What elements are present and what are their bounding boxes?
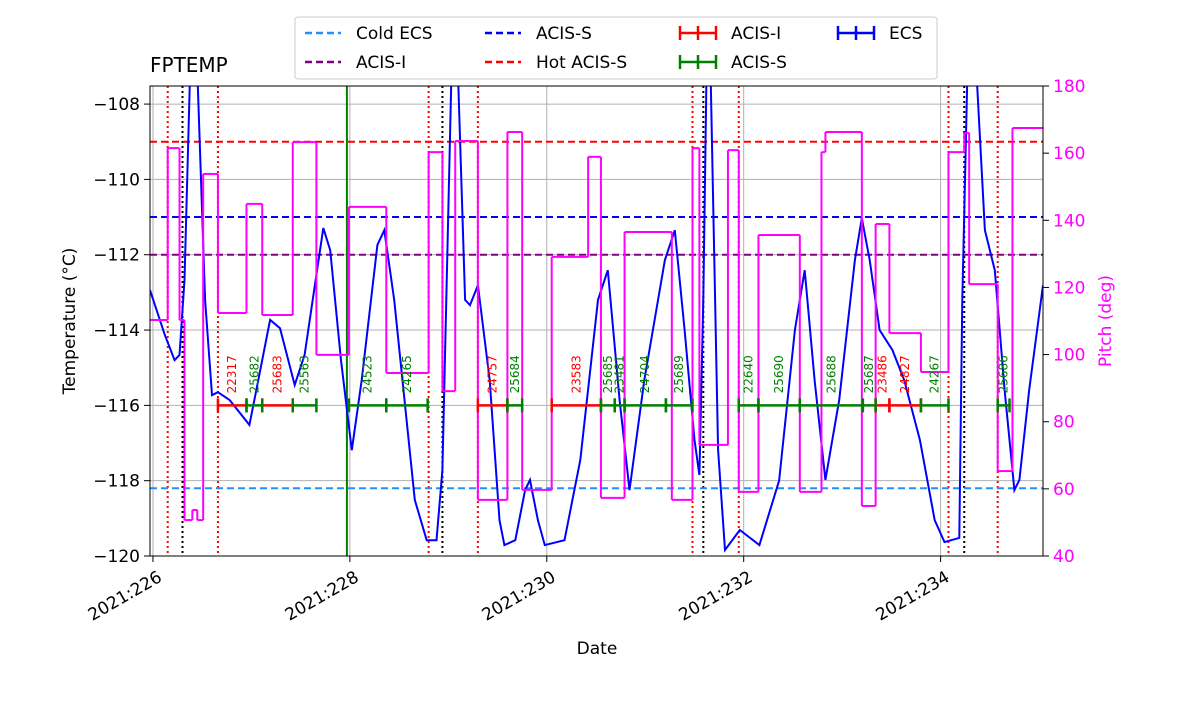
y-tick-label: −112	[93, 246, 140, 266]
y2-tick-label: 120	[1053, 278, 1085, 298]
y-tick-label: −110	[93, 170, 140, 190]
chart-title: FPTEMP	[150, 53, 228, 77]
obsid-label: 24827	[898, 355, 912, 393]
legend-box	[294, 16, 938, 80]
plot-area	[150, 86, 1043, 556]
obsid-label: 24757	[486, 355, 500, 393]
ecs-line	[150, 86, 1043, 553]
y2-tick-label: 160	[1053, 144, 1085, 164]
x-tick-label: 2021:232	[676, 567, 757, 625]
x-tick-label: 2021:226	[85, 567, 166, 625]
y2-tick-label: 100	[1053, 346, 1085, 366]
y2-axis-label: Pitch (deg)	[1096, 275, 1116, 367]
obsid-label: 24704	[638, 355, 652, 393]
legend-label: ECS	[889, 24, 922, 44]
y-axis-label: Temperature (°C)	[60, 248, 80, 396]
obsid-label: 25685	[601, 355, 615, 393]
obsid-label: 25688	[824, 355, 838, 393]
y-tick-label: −118	[93, 472, 140, 492]
legend-label: ACIS-S	[536, 24, 592, 44]
plot-frame	[149, 85, 1044, 557]
y-tick-label: −108	[93, 95, 140, 115]
obsid-label: 22640	[742, 355, 756, 393]
legend-label: Hot ACIS-S	[536, 53, 627, 73]
y2-tick-label: 140	[1053, 211, 1085, 231]
obsid-label: 24267	[928, 355, 942, 393]
obsid-label: 25687	[862, 355, 876, 393]
obsid-label: 24523	[361, 355, 375, 393]
obsid-label: 25563	[298, 355, 312, 393]
obsid-label: 25690	[772, 355, 786, 393]
y-tick-label: −120	[93, 547, 140, 567]
y2-tick-label: 180	[1053, 77, 1085, 97]
obsid-label: 23481	[613, 355, 627, 393]
obsid-label: 25684	[508, 355, 522, 393]
y-tick-label: −116	[93, 396, 140, 416]
obsid-label: 25682	[247, 355, 261, 393]
x-tick-label: 2021:230	[479, 567, 560, 625]
obsid-label: 24265	[400, 355, 414, 393]
obsid-label: 22317	[225, 355, 239, 393]
x-axis-label: Date	[577, 639, 618, 659]
x-tick-label: 2021:234	[873, 567, 954, 625]
legend-label: Cold ECS	[356, 24, 433, 44]
y2-tick-label: 40	[1053, 547, 1075, 567]
x-tick-label: 2021:228	[282, 567, 363, 625]
y2-tick-label: 60	[1053, 480, 1075, 500]
obsid-label: 25686	[997, 355, 1011, 393]
legend-label: ACIS-I	[731, 24, 781, 44]
obsid-label: 25689	[672, 355, 686, 393]
y2-tick-label: 80	[1053, 413, 1075, 433]
obsid-label: 25683	[271, 355, 285, 393]
obsid-label: 23583	[569, 355, 583, 393]
legend-label: ACIS-I	[356, 53, 406, 73]
obsid-label: 23486	[876, 355, 890, 393]
legend-label: ACIS-S	[731, 53, 787, 73]
y-tick-label: −114	[93, 321, 140, 341]
